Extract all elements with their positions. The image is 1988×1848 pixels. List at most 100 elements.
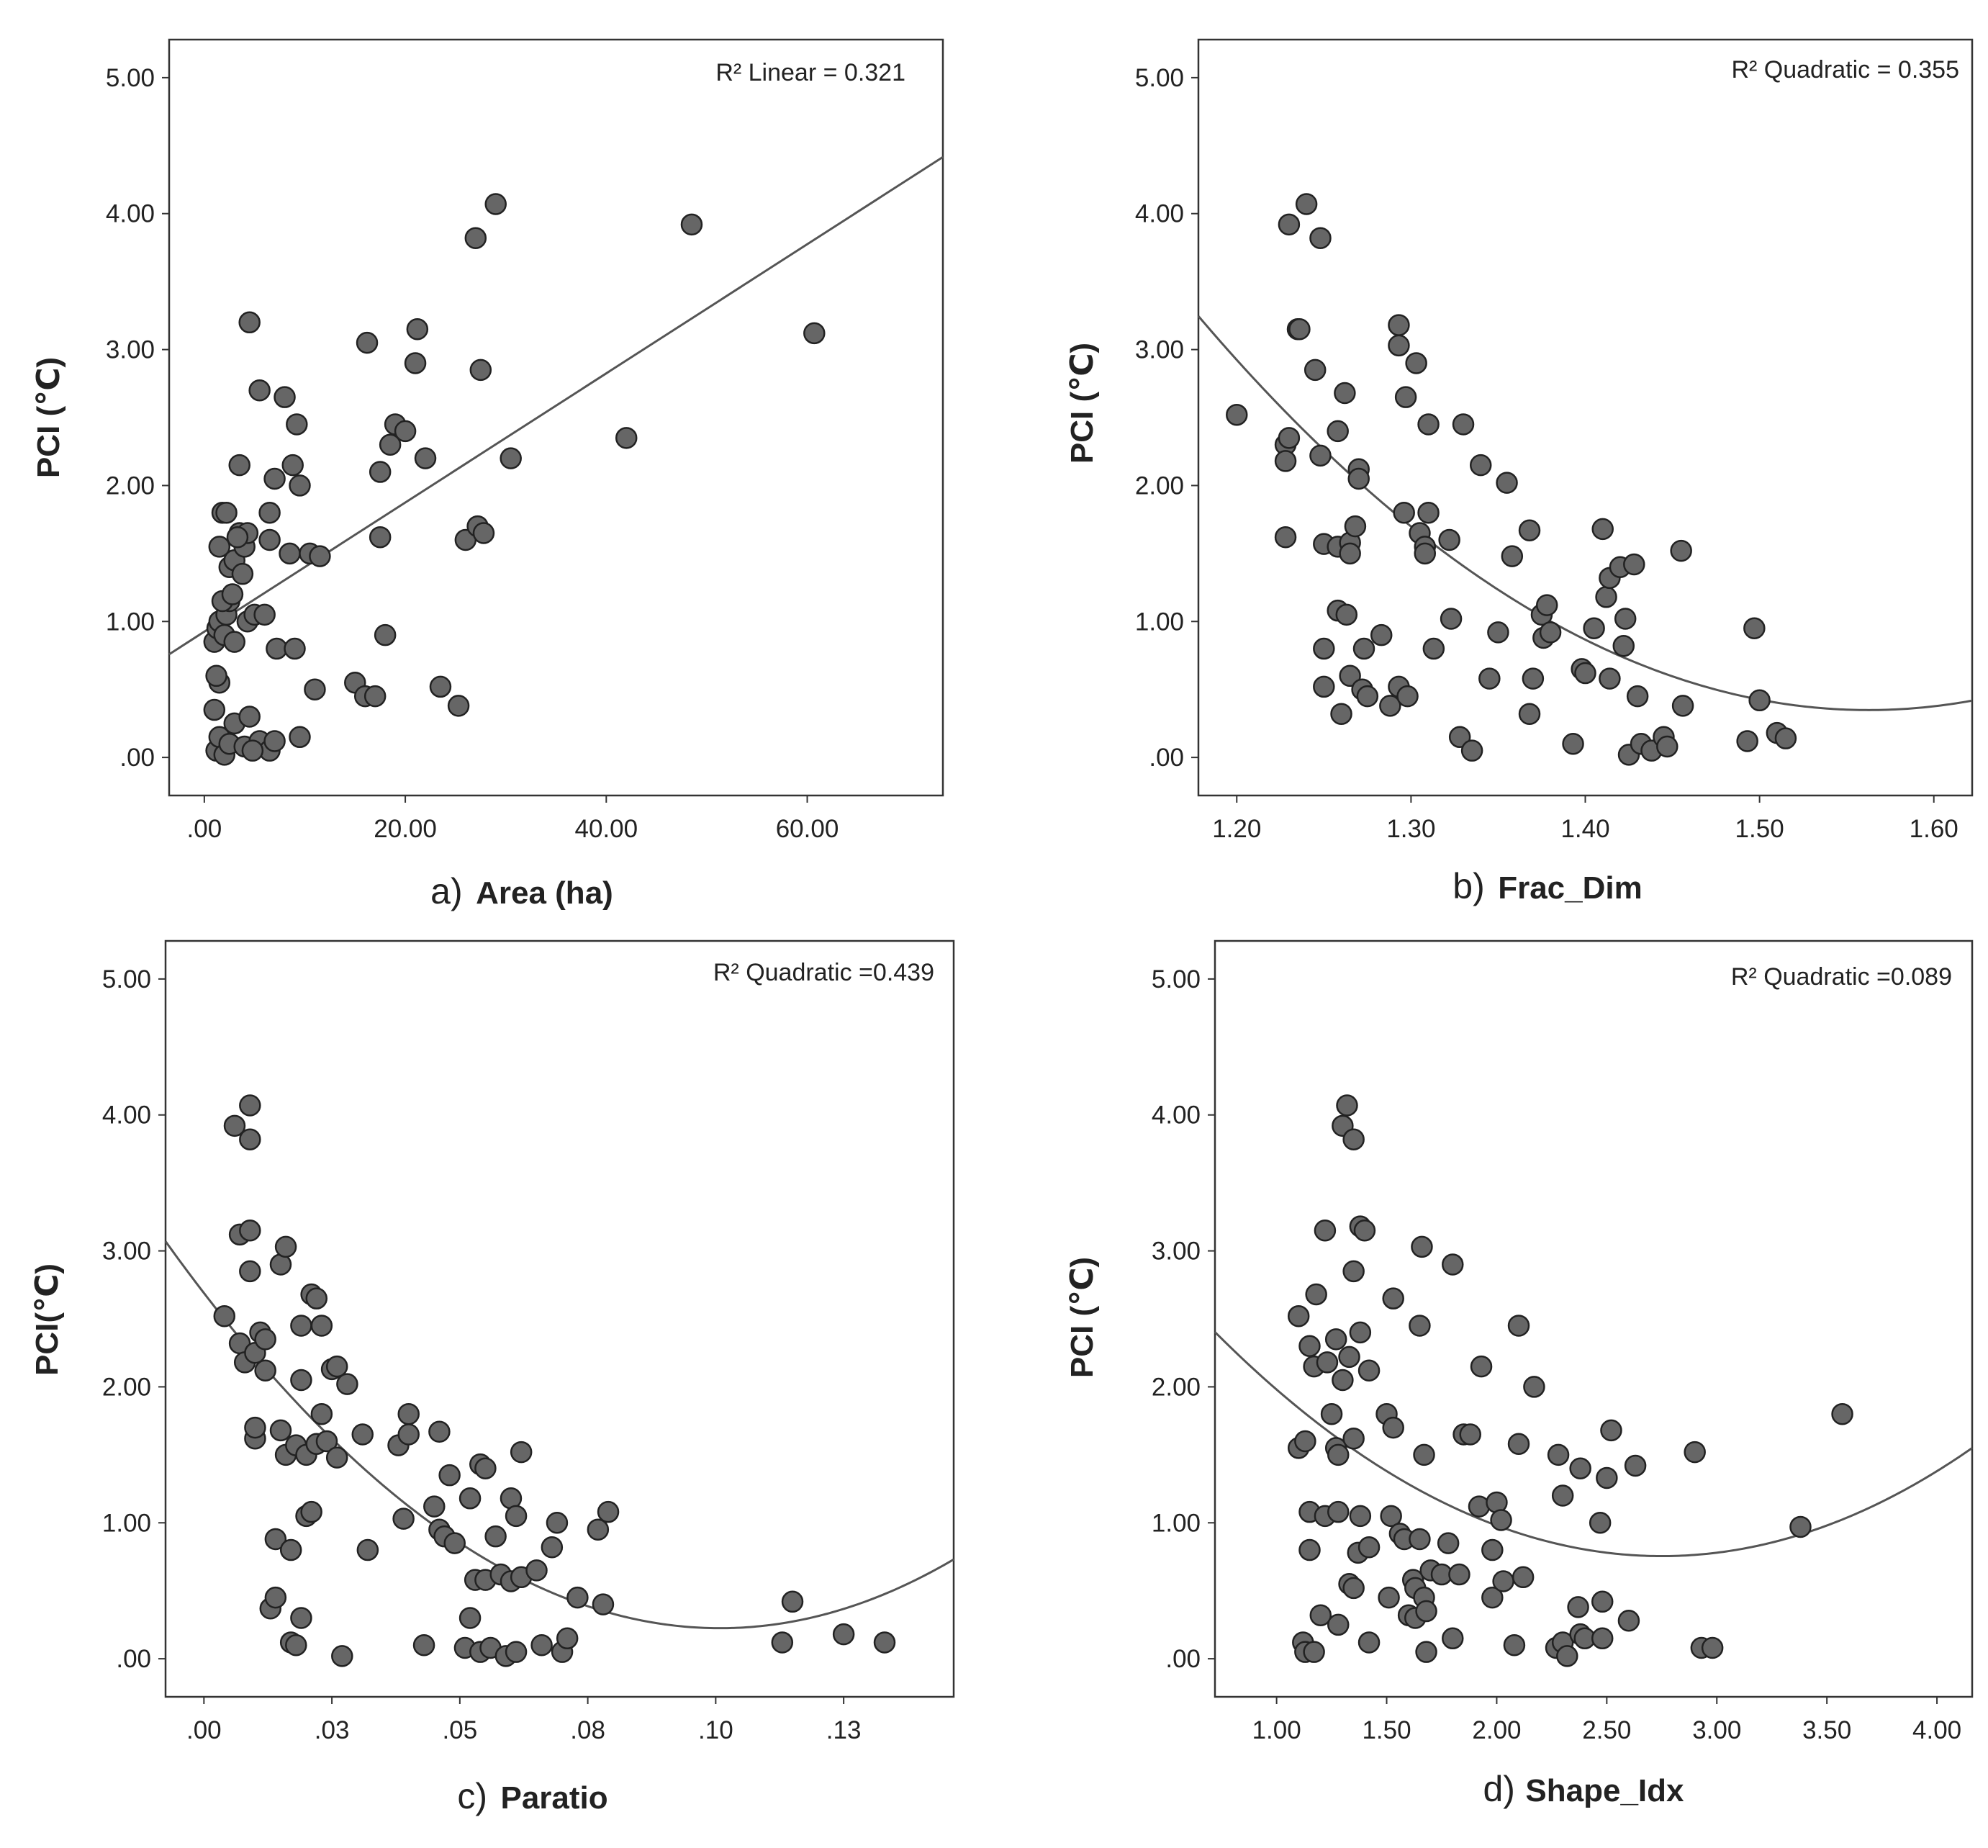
panel-d-data-point xyxy=(1378,1586,1400,1609)
panel-a-data-point xyxy=(281,454,304,477)
panel-b-data-point xyxy=(1388,314,1410,336)
panel-a-data-point xyxy=(363,685,387,708)
panel-c-data-point xyxy=(290,1315,312,1337)
panel-d-data-point xyxy=(1342,1577,1365,1600)
panel-a-x-tick-labels: .00 20.00 40.00 60.00 xyxy=(187,815,839,843)
panel-b-y-tick-label: .00 xyxy=(1149,744,1184,772)
panel-d-x-tick-label: 2.50 xyxy=(1582,1716,1631,1744)
panel-b-data-point xyxy=(1274,526,1297,549)
panel-d-data-point xyxy=(1507,1433,1530,1455)
panel-d-y-tick-label: 5.00 xyxy=(1152,965,1201,993)
panel-a-data-point xyxy=(464,227,487,249)
panel-a-data-point xyxy=(289,726,311,749)
panel-b-data-point xyxy=(1405,352,1427,374)
panel-c-y-tick-label: 1.00 xyxy=(102,1509,151,1537)
panel-b-caption: b) Frac_Dim xyxy=(1452,866,1642,906)
panel-d-data-point xyxy=(1324,1328,1347,1351)
panel-d-caption-letter: d) xyxy=(1483,1769,1514,1809)
panel-b-data-point xyxy=(1313,637,1335,660)
panel-d-data-point xyxy=(1512,1566,1535,1589)
panel-c-y-ticks xyxy=(158,978,166,1660)
panel-a-data-point xyxy=(215,501,238,524)
panel-b-data-point xyxy=(1743,617,1766,639)
panel-b-data-point xyxy=(1347,467,1370,490)
panel-a-y-tick-label: .00 xyxy=(119,744,155,772)
panel-d-data-point xyxy=(1481,1538,1504,1561)
panel-c-data-point xyxy=(392,1507,415,1530)
panel-d-data-point xyxy=(1357,1631,1381,1654)
panel-d-data-point xyxy=(1305,1283,1327,1306)
panel-b-y-tick-labels: .00 1.00 2.00 3.00 4.00 5.00 xyxy=(1135,64,1184,772)
panel-a-fit-label: R² Linear = 0.321 xyxy=(715,59,905,86)
panel-d-x-tick-label: 1.00 xyxy=(1252,1716,1301,1744)
panel-d-data-point xyxy=(1411,1235,1433,1258)
panel-d-data-point xyxy=(1569,1457,1591,1479)
panel-c-y-axis-label: PCI(℃) xyxy=(30,1263,65,1376)
panel-c-data-point xyxy=(315,1430,338,1453)
panel-c-y-tick-label: 5.00 xyxy=(102,965,151,993)
panel-b-x-tick-labels: 1.20 1.30 1.40 1.50 1.60 xyxy=(1212,815,1958,843)
panel-a-data-point xyxy=(469,359,492,382)
panel-c-data-point xyxy=(458,1607,482,1629)
panel-d-data-point xyxy=(1507,1315,1530,1337)
panel-c-data-point xyxy=(239,1128,261,1150)
panel-d-data-point xyxy=(1789,1515,1812,1538)
panel-c-data-point xyxy=(397,1402,420,1425)
panel-d-data-point xyxy=(1338,1346,1360,1369)
panel-d-data-point xyxy=(1503,1633,1526,1657)
panel-b-data-point xyxy=(1469,454,1492,477)
panel-d-data-point xyxy=(1327,1500,1350,1523)
panel-d-caption: d) Shape_Idx xyxy=(1483,1769,1684,1809)
panel-b-data-point xyxy=(1417,413,1440,436)
panel-b-data-point xyxy=(1574,662,1596,685)
panel-c-data-point xyxy=(279,1538,302,1561)
panel-d-y-tick-label: 1.00 xyxy=(1152,1509,1201,1537)
panel-d-data-point xyxy=(1294,1430,1316,1453)
panel-c-data-point xyxy=(597,1500,620,1523)
panel-c-data-point xyxy=(254,1359,276,1382)
panel-d-y-axis-label: PCI (℃) xyxy=(1065,1257,1100,1378)
panel-a-data-point xyxy=(406,318,429,341)
panel-c-x-tick-label: .00 xyxy=(186,1716,222,1744)
panel-c-data-point xyxy=(356,1538,379,1561)
panel-c-data-point xyxy=(397,1423,420,1446)
panel-b-data-point xyxy=(1518,703,1541,725)
panel-b-data-point xyxy=(1309,444,1332,467)
panel-d-y-tick-label: .00 xyxy=(1165,1645,1201,1673)
panel-b-y-tick-label: 2.00 xyxy=(1135,472,1184,500)
panel-c-data-point xyxy=(423,1495,446,1518)
panel-b-data-point xyxy=(1774,727,1797,749)
panel-b-data-point xyxy=(1274,450,1297,472)
panel-c-data-point xyxy=(546,1512,569,1534)
panel-d-x-tick-label: 3.00 xyxy=(1692,1716,1741,1744)
panel-b-data-point xyxy=(1501,545,1524,567)
panel-d-x-axis-label: Shape_Idx xyxy=(1525,1773,1684,1808)
panel-a-data-point xyxy=(447,695,470,717)
panel-a-data-point xyxy=(374,623,397,646)
panel-a-data-point xyxy=(369,461,392,483)
panel-d-plot-frame xyxy=(1214,939,1974,1698)
panel-d-x-tick-labels: 1.00 1.50 2.00 2.50 3.00 3.50 4.00 xyxy=(1252,1716,1962,1744)
panel-c-data-point xyxy=(239,1094,261,1117)
panel-b-data-point xyxy=(1539,621,1562,644)
panel-c-y-tick-label: 2.00 xyxy=(102,1373,151,1401)
panel-d-data-point xyxy=(1448,1563,1470,1586)
panel-d-data-point xyxy=(1342,1128,1365,1150)
panel-c-data-point xyxy=(530,1633,553,1657)
panel-a-data-point xyxy=(680,213,703,236)
panel-b-data-point xyxy=(1599,667,1621,690)
panel-c-data-point xyxy=(556,1627,579,1650)
panel-a-data-point xyxy=(231,562,254,585)
panel-d-data-point xyxy=(1684,1441,1706,1464)
panel-a-caption-letter: a) xyxy=(430,871,462,911)
panel-c-data-point xyxy=(510,1441,533,1464)
panel-a-data-point xyxy=(203,698,226,721)
panel-c-data-point xyxy=(269,1419,292,1442)
panel-d-data-point xyxy=(1591,1590,1614,1613)
panel-c-data-point xyxy=(587,1518,610,1541)
panel-a-data-point xyxy=(304,678,326,700)
panel-a-data-point xyxy=(263,467,286,490)
panel-c-data-point xyxy=(412,1633,435,1657)
panel-a-x-axis-label: Area (ha) xyxy=(476,875,613,911)
panel-a-data-point xyxy=(500,447,522,469)
